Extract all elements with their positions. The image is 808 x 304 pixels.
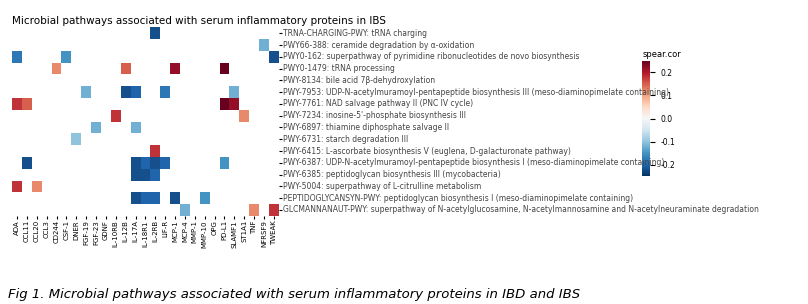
- Bar: [200, 192, 209, 204]
- Bar: [160, 86, 170, 98]
- Bar: [120, 86, 131, 98]
- Bar: [249, 204, 259, 216]
- Bar: [150, 27, 160, 39]
- Bar: [12, 51, 22, 63]
- Bar: [71, 133, 82, 145]
- Bar: [91, 122, 101, 133]
- Bar: [22, 98, 32, 110]
- Bar: [220, 157, 229, 169]
- Text: Fig 1. Microbial pathways associated with serum inflammatory proteins in IBD and: Fig 1. Microbial pathways associated wit…: [8, 288, 580, 301]
- Bar: [141, 192, 150, 204]
- Bar: [12, 181, 22, 192]
- Bar: [131, 192, 141, 204]
- Bar: [220, 98, 229, 110]
- Text: GLCMANNANAUT-PWY: superpathway of N-acetylglucosamine, N-acetylmannosamine and N: GLCMANNANAUT-PWY: superpathway of N-acet…: [283, 206, 759, 214]
- Bar: [259, 39, 269, 51]
- Bar: [269, 204, 279, 216]
- Bar: [32, 181, 42, 192]
- Bar: [82, 86, 91, 98]
- Bar: [239, 110, 249, 122]
- Text: PWY-6731: starch degradation III: PWY-6731: starch degradation III: [283, 135, 408, 144]
- Bar: [220, 63, 229, 74]
- Bar: [229, 86, 239, 98]
- Bar: [61, 51, 71, 63]
- Bar: [150, 157, 160, 169]
- Bar: [131, 157, 141, 169]
- Bar: [170, 192, 180, 204]
- Text: PWY-6385: peptidoglycan biosynthesis III (mycobacteria): PWY-6385: peptidoglycan biosynthesis III…: [283, 170, 500, 179]
- Bar: [120, 63, 131, 74]
- Text: PWY-6415: L-ascorbate biosynthesis V (euglena, D-galacturonate pathway): PWY-6415: L-ascorbate biosynthesis V (eu…: [283, 147, 570, 156]
- Text: PWY-7234: inosine-5'-phosphate biosynthesis III: PWY-7234: inosine-5'-phosphate biosynthe…: [283, 111, 465, 120]
- Text: PWY-6387: UDP-N-acetylmuramoyl-pentapeptide biosynthesis I (meso-diaminopimelate: PWY-6387: UDP-N-acetylmuramoyl-pentapept…: [283, 158, 664, 167]
- Bar: [160, 157, 170, 169]
- Bar: [150, 192, 160, 204]
- Text: PWY0-1479: tRNA processing: PWY0-1479: tRNA processing: [283, 64, 394, 73]
- Bar: [141, 157, 150, 169]
- Bar: [52, 63, 61, 74]
- Bar: [111, 110, 120, 122]
- Bar: [150, 145, 160, 157]
- Text: Microbial pathways associated with serum inflammatory proteins in IBS: Microbial pathways associated with serum…: [12, 16, 386, 26]
- Text: PWY0-162: superpathway of pyrimidine ribonucleotides de novo biosynthesis: PWY0-162: superpathway of pyrimidine rib…: [283, 52, 579, 61]
- Bar: [12, 98, 22, 110]
- Text: PWY-6897: thiamine diphosphate salvage II: PWY-6897: thiamine diphosphate salvage I…: [283, 123, 449, 132]
- Text: PWY66-388: ceramide degradation by α-oxidation: PWY66-388: ceramide degradation by α-oxi…: [283, 40, 474, 50]
- Bar: [131, 122, 141, 133]
- Text: TRNA-CHARGING-PWY: tRNA charging: TRNA-CHARGING-PWY: tRNA charging: [283, 29, 427, 38]
- Bar: [22, 157, 32, 169]
- Text: PWY-7761: NAD salvage pathway II (PNC IV cycle): PWY-7761: NAD salvage pathway II (PNC IV…: [283, 99, 473, 109]
- Bar: [269, 51, 279, 63]
- Text: PWY-5004: superpathway of L-citrulline metabolism: PWY-5004: superpathway of L-citrulline m…: [283, 182, 481, 191]
- Bar: [150, 169, 160, 181]
- Bar: [131, 169, 141, 181]
- Text: PWY-8134: bile acid 7β-dehydroxylation: PWY-8134: bile acid 7β-dehydroxylation: [283, 76, 435, 85]
- Bar: [131, 86, 141, 98]
- Bar: [170, 63, 180, 74]
- Bar: [141, 169, 150, 181]
- Bar: [229, 98, 239, 110]
- Text: spear.cor: spear.cor: [642, 50, 681, 59]
- Text: PWY-7953: UDP-N-acetylmuramoyl-pentapeptide biosynthesis III (meso-diaminopimela: PWY-7953: UDP-N-acetylmuramoyl-pentapept…: [283, 88, 669, 97]
- Bar: [180, 204, 190, 216]
- Text: PEPTIDOGLYCANSYN-PWY: peptidoglycan biosynthesis I (meso-diaminopimelate contain: PEPTIDOGLYCANSYN-PWY: peptidoglycan bios…: [283, 194, 633, 203]
